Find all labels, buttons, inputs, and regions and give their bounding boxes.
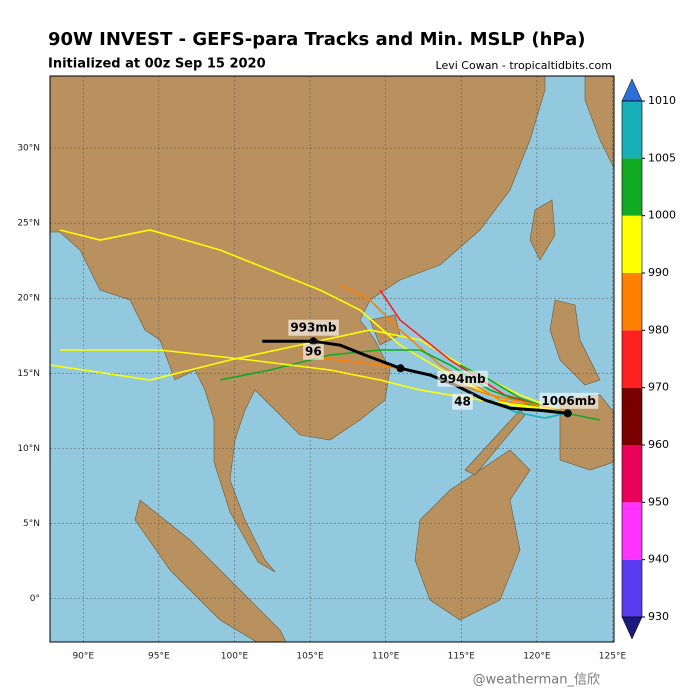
lat-tick-label: 20°N: [17, 294, 40, 304]
colorbar-label: 950: [648, 495, 669, 508]
lon-tick-label: 95°E: [148, 652, 170, 662]
track-label: 1006mb: [541, 394, 596, 408]
colorbar-band: [622, 273, 642, 331]
track-dot: [396, 364, 405, 373]
track-label: 48: [454, 395, 471, 409]
track-label: 96: [305, 345, 322, 359]
colorbar-label: 990: [648, 266, 669, 279]
track-dot: [563, 409, 572, 418]
lat-tick-label: 10°N: [17, 444, 40, 454]
label-box: [452, 393, 473, 410]
colorbar-band: [622, 330, 642, 388]
subtitle: Initialized at 00z Sep 15 2020: [48, 57, 266, 72]
lon-tick-label: 90°E: [72, 652, 94, 662]
title: 90W INVEST - GEFS-para Tracks and Min. M…: [48, 29, 586, 50]
lon-tick-label: 125°E: [599, 652, 627, 662]
colorbar-band: [622, 387, 642, 445]
colorbar-label: 1000: [648, 209, 676, 222]
colorbar-band: [622, 158, 642, 216]
label-box: [539, 392, 599, 409]
colorbar-band: [622, 502, 642, 560]
colorbar-band: [622, 101, 642, 159]
colorbar-over: [621, 78, 643, 102]
colorbar-label: 1010: [648, 94, 676, 107]
watermark: @weatherman_信欣: [473, 673, 600, 688]
lat-tick-label: 0°: [30, 594, 40, 604]
lon-tick-label: 110°E: [372, 652, 400, 662]
colorbar-label: 930: [648, 610, 669, 623]
credit: Levi Cowan - tropicaltidbits.com: [436, 59, 612, 72]
colorbar-band: [622, 215, 642, 273]
track-label: 994mb: [439, 372, 486, 386]
label-box: [437, 370, 488, 387]
colorbar-label: 970: [648, 381, 669, 394]
colorbar-label: 960: [648, 438, 669, 451]
lon-tick-label: 115°E: [448, 652, 476, 662]
lat-tick-label: 15°N: [17, 369, 40, 379]
lon-tick-label: 105°E: [296, 652, 324, 662]
colorbar-band: [622, 559, 642, 617]
colorbar-label: 940: [648, 553, 669, 566]
track-dot: [309, 337, 318, 346]
label-box: [288, 319, 339, 336]
lat-tick-label: 25°N: [17, 219, 40, 229]
lat-tick-label: 30°N: [17, 144, 40, 154]
label-box: [303, 343, 324, 360]
colorbar-frame: [621, 100, 643, 618]
track-label: 993mb: [290, 321, 337, 335]
lon-tick-label: 100°E: [221, 652, 249, 662]
colorbar-under: [621, 616, 643, 640]
lat-tick-label: 5°N: [23, 519, 40, 529]
colorbar-label: 1005: [648, 151, 676, 164]
map-frame: [49, 75, 615, 643]
lon-tick-label: 120°E: [523, 652, 551, 662]
colorbar-band: [622, 445, 642, 503]
colorbar-label: 980: [648, 323, 669, 336]
